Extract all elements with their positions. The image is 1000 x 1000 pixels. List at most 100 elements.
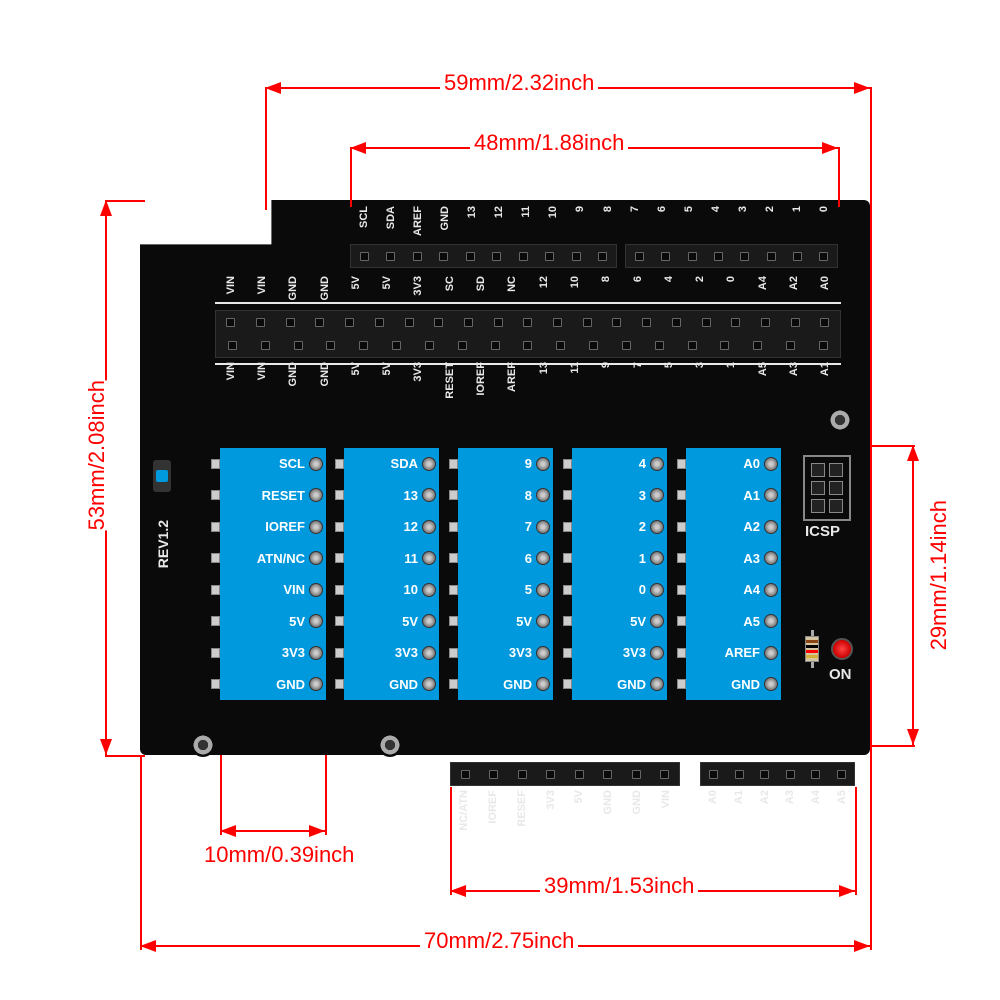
terminal-row: ATN/NC	[220, 543, 326, 575]
terminal-row: A1	[686, 480, 781, 512]
pin-label: 11	[520, 206, 532, 218]
pin-label: 10	[547, 206, 559, 218]
pin-hole	[786, 770, 795, 779]
pin-hole	[612, 318, 621, 327]
terminal-row: GND	[686, 669, 781, 701]
dimension-extension-line	[105, 755, 145, 757]
icsp-pin	[811, 481, 825, 495]
pin-hole	[786, 341, 795, 350]
pin-hole	[286, 318, 295, 327]
screw-terminal-block: 432105V3V3GND	[572, 448, 667, 700]
terminal-row: GND	[458, 669, 553, 701]
pin-label: 2	[694, 276, 706, 282]
screw-terminal-block: A0A1A2A3A4A5AREFGND	[686, 448, 781, 700]
dimension-extension-line	[870, 87, 872, 787]
dimension-arrow	[450, 885, 466, 897]
pin-hole	[811, 770, 820, 779]
pin-hole	[731, 318, 740, 327]
terminal-label: 5V	[630, 614, 646, 629]
terminal-screw	[536, 457, 550, 471]
dimension-arrow	[309, 825, 325, 837]
terminal-label: 3V3	[395, 645, 418, 660]
terminal-label: 3V3	[623, 645, 646, 660]
terminal-screw	[422, 551, 436, 565]
pin-label: 1	[791, 206, 803, 212]
dimension-line	[912, 445, 914, 745]
dimension-extension-line	[350, 147, 352, 207]
terminal-label: 9	[525, 456, 532, 471]
terminal-label: 1	[639, 551, 646, 566]
pin-hole	[603, 770, 612, 779]
terminal-screw	[650, 551, 664, 565]
resistor-band	[806, 640, 818, 643]
pin-hole	[672, 318, 681, 327]
pin-label: GND	[319, 276, 331, 300]
terminal-screw	[422, 520, 436, 534]
terminal-screw	[422, 488, 436, 502]
terminal-opening	[563, 459, 572, 469]
terminal-opening	[449, 585, 458, 595]
terminal-screw	[650, 614, 664, 628]
pin-label: GND	[439, 206, 451, 230]
terminal-screw	[422, 457, 436, 471]
dimension-arrow	[220, 825, 236, 837]
terminal-opening	[563, 522, 572, 532]
silkscreen-line	[215, 363, 841, 365]
terminal-opening	[563, 679, 572, 689]
pin-label: 6	[656, 206, 668, 212]
terminal-label: 5V	[289, 614, 305, 629]
pin-hole	[491, 341, 500, 350]
terminal-screw	[536, 488, 550, 502]
pin-label: 11	[569, 362, 581, 374]
terminal-row: 11	[344, 543, 439, 575]
screw-terminal-block: SDA131211105V3V3GND	[344, 448, 439, 700]
terminal-label: 8	[525, 488, 532, 503]
pin-hole	[556, 341, 565, 350]
terminal-opening	[677, 490, 686, 500]
dimension-label: 70mm/2.75inch	[420, 928, 578, 954]
digital-header-left	[350, 244, 617, 268]
reset-button[interactable]	[153, 460, 171, 492]
pin-label: A5	[836, 790, 848, 804]
terminal-opening	[677, 459, 686, 469]
pin-hole	[458, 341, 467, 350]
terminal-screw	[764, 520, 778, 534]
pin-label: IOREF	[487, 790, 499, 824]
dimension-arrow	[822, 142, 838, 154]
pin-hole	[688, 252, 697, 261]
terminal-screw	[422, 583, 436, 597]
pin-label: GND	[631, 790, 643, 814]
dimension-extension-line	[838, 147, 840, 207]
dimension-label: 29mm/1.14inch	[922, 500, 956, 650]
terminal-row: 3V3	[344, 637, 439, 669]
terminal-opening	[335, 648, 344, 658]
dimension-extension-line	[870, 745, 915, 747]
terminal-row: AREF	[686, 637, 781, 669]
terminal-row: 5V	[572, 606, 667, 638]
icsp-pin	[829, 481, 843, 495]
icsp-pin	[811, 463, 825, 477]
pin-label: SDA	[385, 206, 397, 229]
pin-label: A0	[707, 790, 719, 804]
terminal-opening	[211, 490, 220, 500]
icsp-label: ICSP	[805, 523, 840, 540]
terminal-label: 3V3	[282, 645, 305, 660]
pin-hole	[767, 252, 776, 261]
resistor-band	[806, 655, 818, 658]
pin-hole	[345, 318, 354, 327]
terminal-label: A1	[743, 488, 760, 503]
dimension-arrow	[140, 940, 156, 952]
terminal-screw	[422, 646, 436, 660]
pin-hole	[735, 770, 744, 779]
terminal-label: A4	[743, 582, 760, 597]
pin-hole	[819, 341, 828, 350]
dimension-extension-line	[450, 787, 452, 895]
pin-label: 5V	[350, 276, 362, 289]
pin-hole	[464, 318, 473, 327]
dimension-arrow	[907, 729, 919, 745]
pin-label: 13	[538, 362, 550, 374]
pin-label: 4	[663, 276, 675, 282]
terminal-row: A5	[686, 606, 781, 638]
dimension-arrow	[100, 200, 112, 216]
pin-hole	[494, 318, 503, 327]
